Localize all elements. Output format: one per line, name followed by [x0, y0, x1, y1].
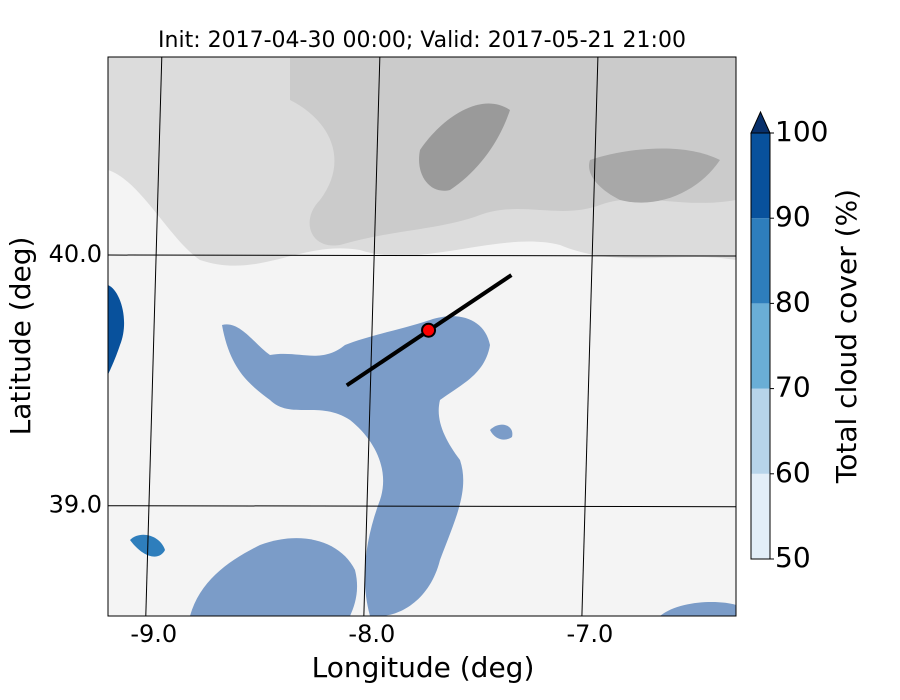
colorbar-tick-label: 90	[775, 200, 811, 233]
colorbar-tick-label: 60	[775, 456, 811, 489]
colorbar-band	[751, 133, 770, 219]
colorbar-tick-label: 70	[775, 371, 811, 404]
colorbar-band	[751, 473, 770, 559]
colorbar-extend	[750, 110, 771, 134]
grid-line	[363, 56, 381, 617]
y-axis-label: Latitude (deg)	[4, 237, 37, 436]
x-axis-label: Longitude (deg)	[312, 651, 535, 684]
map-background	[108, 57, 736, 616]
location-point	[421, 322, 437, 338]
x-tick-label: -8.0	[348, 620, 395, 648]
x-tick-label: -9.0	[130, 620, 177, 648]
colorbar-band	[751, 218, 770, 304]
y-tick-label: 39.0	[49, 491, 102, 519]
x-tick-label: -7.0	[566, 620, 613, 648]
colorbar-band	[751, 388, 770, 474]
grid-line	[107, 254, 737, 257]
colorbar-tick-label: 50	[775, 541, 811, 574]
colorbar-band	[751, 303, 770, 389]
grid-line	[145, 56, 163, 617]
grid-line	[107, 505, 737, 508]
colorbar-frame	[750, 132, 771, 560]
chart-title: Init: 2017-04-30 00:00; Valid: 2017-05-2…	[158, 28, 686, 53]
y-tick-label: 40.0	[49, 240, 102, 268]
colorbar-label: Total cloud cover (%)	[830, 189, 863, 484]
colorbar-tick-label: 80	[775, 285, 811, 318]
colorbar-tick-label: 100	[775, 115, 828, 148]
grid-line	[581, 56, 599, 617]
plot-frame	[107, 56, 737, 617]
